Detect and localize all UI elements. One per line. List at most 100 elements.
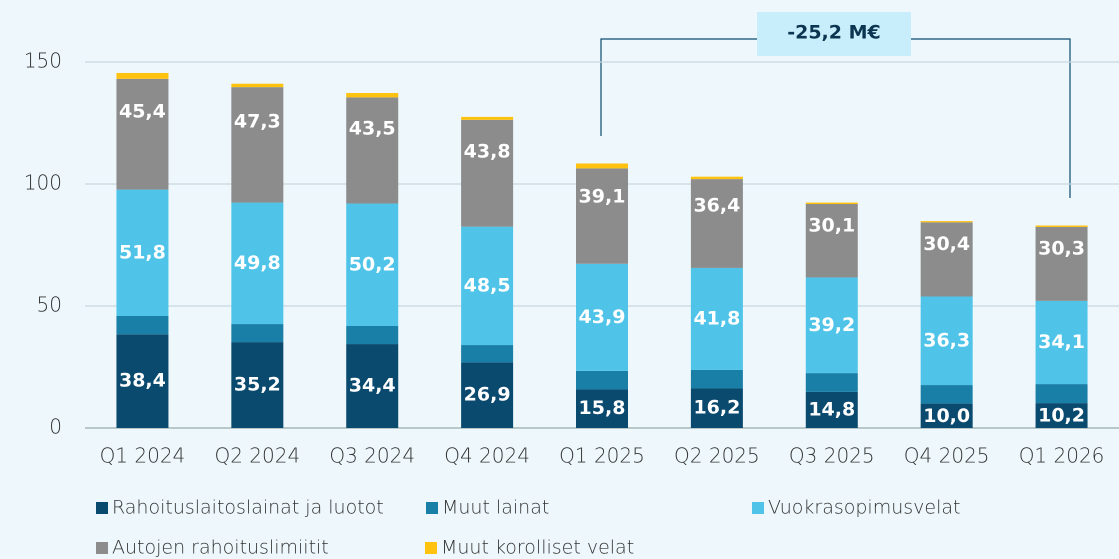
x-tick-label: Q1 2026 bbox=[1019, 444, 1105, 468]
value-label: 36,4 bbox=[693, 194, 740, 216]
y-tick-label: 50 bbox=[37, 293, 62, 317]
bar-segment bbox=[805, 204, 858, 278]
bar-segment bbox=[231, 202, 284, 325]
bar-segment bbox=[805, 373, 858, 392]
bar-segment bbox=[805, 202, 858, 205]
bar-segment bbox=[1035, 225, 1088, 227]
x-tick-label: Q4 2024 bbox=[444, 444, 530, 468]
value-label: 30,3 bbox=[1038, 238, 1085, 260]
bracket-right bbox=[911, 38, 1071, 198]
bar-segment bbox=[116, 78, 169, 190]
value-label: 39,2 bbox=[808, 314, 855, 336]
bar-segment bbox=[576, 168, 628, 264]
value-label: 43,5 bbox=[349, 118, 396, 140]
bar-segment bbox=[576, 389, 628, 428]
value-label: 36,3 bbox=[923, 329, 970, 351]
legend-swatch bbox=[96, 542, 108, 554]
x-tick-label: Q1 2024 bbox=[100, 444, 186, 468]
annotation: -25,2 M€ bbox=[787, 22, 881, 44]
annotation-box bbox=[757, 12, 911, 56]
y-tick-label: 100 bbox=[24, 171, 62, 195]
value-label: 50,2 bbox=[349, 253, 396, 275]
bar-segment bbox=[920, 296, 973, 386]
legend-label: Muut korolliset velat bbox=[441, 537, 634, 559]
legend-swatch bbox=[425, 542, 437, 554]
bar-segment bbox=[116, 316, 169, 335]
bar-segment bbox=[1035, 300, 1088, 385]
value-label: 47,3 bbox=[234, 110, 281, 132]
legend-label: Vuokrasopimusvelat bbox=[768, 497, 960, 519]
value-label: 30,1 bbox=[808, 215, 855, 237]
x-tick-label: Q1 2025 bbox=[559, 444, 645, 468]
bar-segment bbox=[346, 92, 399, 98]
value-label: 48,5 bbox=[464, 274, 511, 296]
bar-segment bbox=[920, 222, 973, 297]
bar-segment bbox=[690, 369, 743, 389]
bar-segment bbox=[576, 263, 628, 371]
value-label: 49,8 bbox=[234, 252, 281, 274]
x-tick-label: Q2 2024 bbox=[214, 444, 300, 468]
bar-segment bbox=[231, 324, 284, 343]
value-label: 39,1 bbox=[579, 186, 626, 208]
bar-segment bbox=[231, 83, 284, 88]
legend-swatch bbox=[426, 502, 438, 514]
value-label: 45,4 bbox=[119, 101, 166, 123]
value-label: 30,4 bbox=[923, 233, 970, 255]
legend-swatch bbox=[752, 502, 764, 514]
x-tick-label: Q3 2024 bbox=[329, 444, 415, 468]
bar-segment bbox=[920, 403, 973, 428]
value-label: 38,4 bbox=[119, 370, 166, 392]
bar-segment bbox=[690, 179, 743, 268]
x-tick-label: Q2 2025 bbox=[674, 444, 760, 468]
legend-label: Muut lainat bbox=[442, 497, 549, 519]
value-label: 34,4 bbox=[349, 375, 396, 397]
legend-label: Rahoituslaitoslainat ja luotot bbox=[112, 497, 384, 519]
value-label: 15,8 bbox=[579, 397, 626, 419]
bar-segment bbox=[231, 87, 284, 203]
bar-segment bbox=[461, 116, 514, 120]
bar-segment bbox=[690, 176, 743, 180]
value-label: 51,8 bbox=[119, 241, 166, 263]
bar-segment bbox=[116, 334, 169, 428]
bar-segment bbox=[116, 189, 169, 317]
bar-segment bbox=[576, 163, 628, 169]
bar-segment bbox=[920, 221, 973, 223]
bar-segment bbox=[346, 326, 399, 345]
bar-segment bbox=[231, 342, 284, 428]
bar-segment bbox=[346, 203, 399, 327]
bar-segment bbox=[116, 72, 169, 79]
value-label: 41,8 bbox=[693, 307, 740, 329]
value-label: 10,0 bbox=[923, 405, 970, 427]
bar-segment bbox=[461, 362, 514, 428]
legend-swatch bbox=[96, 502, 108, 514]
value-label: 16,2 bbox=[693, 397, 740, 419]
bar-segment bbox=[461, 345, 514, 363]
bar-segment bbox=[690, 267, 743, 370]
bar-segment bbox=[346, 344, 399, 428]
bar-segment bbox=[461, 119, 514, 227]
bar-segment bbox=[1035, 226, 1088, 301]
value-label: 34,1 bbox=[1038, 331, 1085, 353]
y-tick-label: 0 bbox=[49, 415, 62, 439]
value-label: 35,2 bbox=[234, 374, 281, 396]
bar-segment bbox=[1035, 403, 1088, 428]
value-label: 43,8 bbox=[464, 140, 511, 162]
value-label: 14,8 bbox=[808, 398, 855, 420]
bar-segment bbox=[1035, 384, 1088, 404]
y-tick-label: 150 bbox=[24, 49, 62, 73]
legend-label: Autojen rahoituslimiitit bbox=[112, 537, 329, 559]
bar-segment bbox=[346, 97, 399, 204]
bar-segment bbox=[805, 277, 858, 374]
bracket-left bbox=[600, 38, 757, 136]
bar-segment bbox=[690, 388, 743, 428]
value-label: 10,2 bbox=[1038, 405, 1085, 427]
value-label: 43,9 bbox=[579, 306, 626, 328]
value-label: 26,9 bbox=[464, 384, 511, 406]
bar-segment bbox=[805, 391, 858, 428]
bar-segment bbox=[576, 370, 628, 390]
bar-segment bbox=[461, 226, 514, 346]
x-tick-label: Q4 2025 bbox=[904, 444, 990, 468]
bar-segment bbox=[920, 385, 973, 404]
x-tick-label: Q3 2025 bbox=[789, 444, 875, 468]
